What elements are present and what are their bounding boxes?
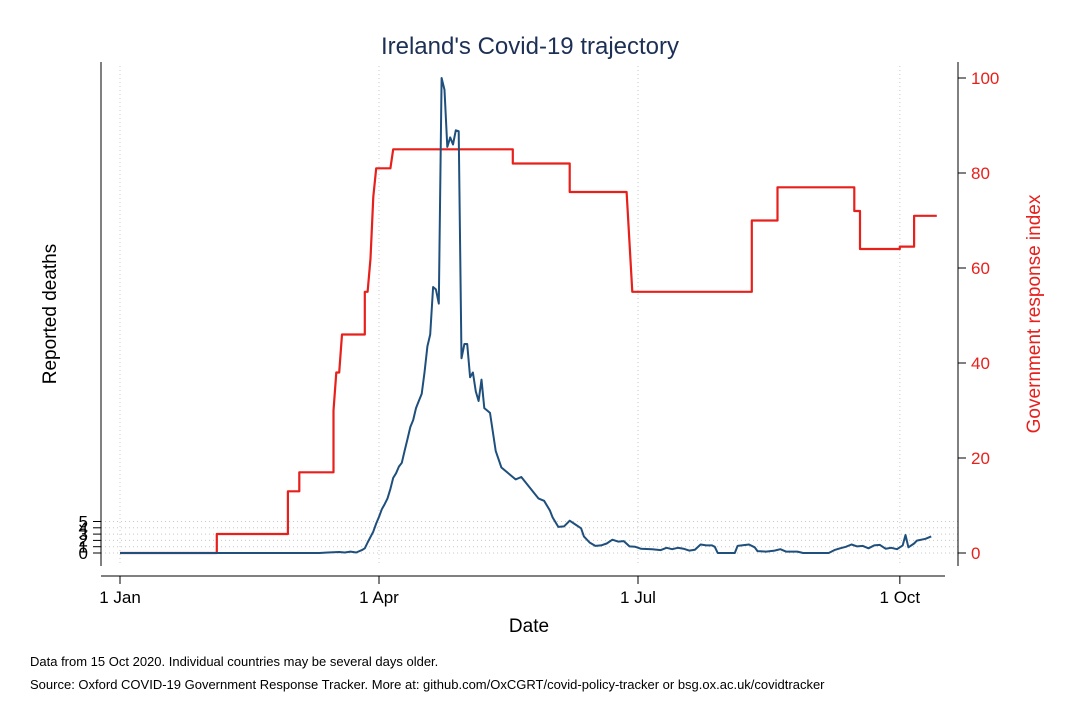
series [120, 77, 937, 555]
y-right-tick-label: 80 [971, 164, 990, 183]
y-right-tick-label: 0 [971, 544, 980, 563]
reported-deaths-line [120, 77, 932, 554]
x-axis-title: Date [509, 616, 549, 637]
right-axis-title: Government response index [1024, 194, 1045, 433]
y-left-tick-label: 4 [79, 519, 88, 538]
x-axis-ticks: 1 Jan 1 Apr 1 Jul 1 Oct [99, 576, 920, 607]
left-axis-title: Reported deaths [40, 244, 61, 385]
response-index-line [120, 148, 937, 555]
y-left-tick-label: 2 [79, 531, 88, 550]
chart-title: Ireland's Covid-19 trajectory [381, 33, 679, 60]
y-left-tick-label: 3 [79, 525, 88, 544]
x-tick-label: 1 Oct [880, 588, 921, 607]
y-right-tick-label: 100 [971, 69, 999, 88]
y-left-tick-label: 5 [79, 513, 88, 532]
footnote-source: Source: Oxford COVID-19 Government Respo… [30, 677, 825, 692]
footnote-data-date: Data from 15 Oct 2020. Individual countr… [30, 654, 438, 669]
x-tick-label: 1 Apr [359, 588, 399, 607]
y-right-tick-label: 60 [971, 259, 990, 278]
y-right-tick-label: 20 [971, 449, 990, 468]
y-left-tick-label: 1 [79, 538, 88, 557]
x-tick-label: 1 Jul [620, 588, 656, 607]
y-right-tick-label: 40 [971, 354, 990, 373]
grid [101, 66, 958, 566]
x-tick-label: 1 Jan [99, 588, 141, 607]
y-left-tick-label: 0 [79, 544, 88, 563]
right-axis-ticks: 0 20 40 60 80 100 [958, 69, 999, 563]
